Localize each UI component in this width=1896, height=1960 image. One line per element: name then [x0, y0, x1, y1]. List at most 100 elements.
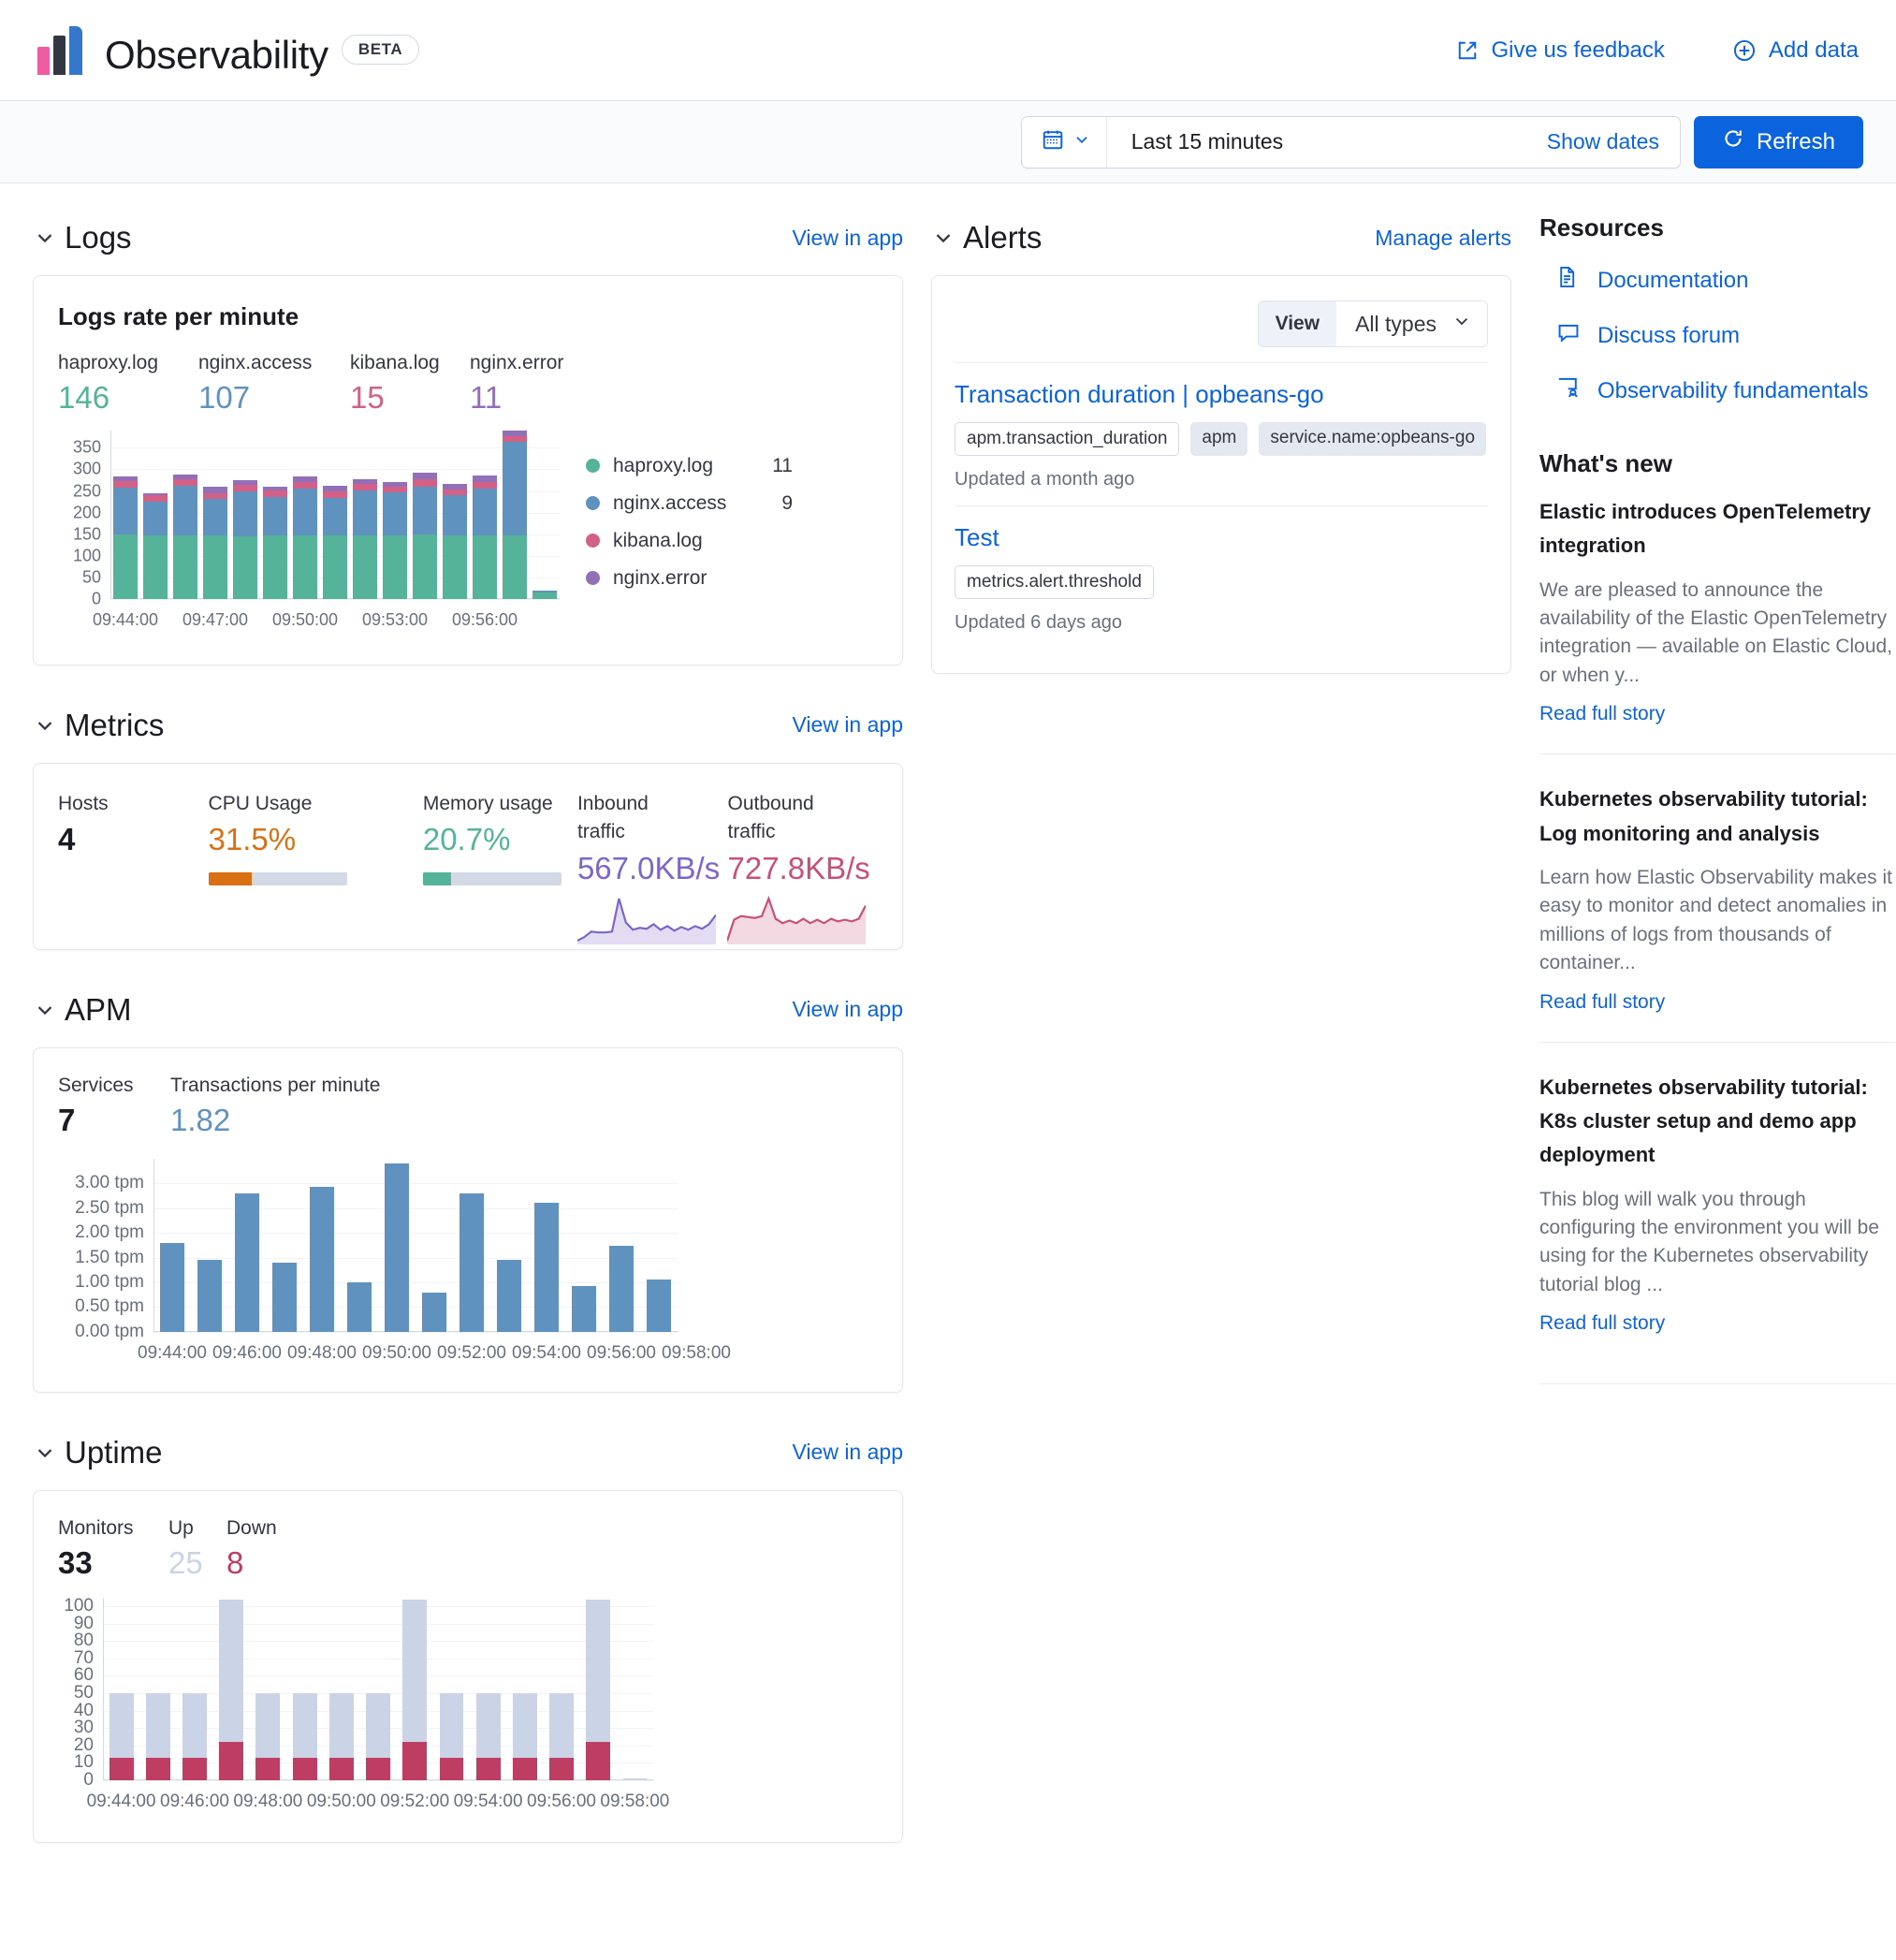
legend-item[interactable]: haproxy.log 11	[586, 447, 793, 485]
bar-slot[interactable]	[290, 431, 320, 599]
uptime-monitors-chart[interactable]: 0 10 20 30 40 50 60 70 80 90 100 09:44:00 09:46:00 0…	[58, 1596, 878, 1825]
bar-slot[interactable]	[490, 1159, 528, 1332]
bar-slot[interactable]	[191, 1159, 228, 1332]
bar-slot[interactable]	[506, 1598, 543, 1780]
read-full-story-link[interactable]: Read full story	[1539, 1312, 1666, 1335]
bar-slot[interactable]	[350, 431, 380, 599]
read-full-story-link[interactable]: Read full story	[1539, 703, 1666, 725]
logs-stat-label: haproxy.log	[58, 352, 159, 373]
alert-name-link[interactable]: Test	[955, 523, 999, 551]
bar-slot[interactable]	[286, 1598, 323, 1780]
x-axis-line	[153, 1330, 678, 1332]
bar-slot[interactable]	[250, 1598, 286, 1780]
read-full-story-link[interactable]: Read full story	[1539, 990, 1666, 1013]
refresh-button[interactable]: Refresh	[1693, 115, 1863, 168]
date-quick-select-button[interactable]	[1022, 116, 1107, 168]
bar-slot[interactable]	[153, 1159, 191, 1332]
add-data-link[interactable]: Add data	[1732, 37, 1859, 64]
apm-stats-row: Services 7 Transactions per minute 1.82	[58, 1075, 878, 1138]
legend-item[interactable]: kibana.log	[586, 522, 793, 560]
logs-view-in-app-link[interactable]: View in app	[792, 225, 904, 250]
bar-segment	[571, 1285, 597, 1332]
chevron-down-icon[interactable]	[33, 998, 65, 1022]
bar-slot[interactable]	[433, 1598, 470, 1780]
bar-slot[interactable]	[323, 1598, 359, 1780]
alert-tag: metrics.alert.threshold	[955, 565, 1154, 599]
bar-slot[interactable]	[453, 1159, 490, 1332]
bar-slot[interactable]	[397, 1598, 433, 1780]
y-axis-tick: 50	[73, 1682, 94, 1703]
logs-rate-chart[interactable]: 0 50 100 150 200 250 300 350 09:44:00 09:47:00 09…	[58, 430, 560, 640]
resource-link-discuss-forum[interactable]: Discuss forum	[1539, 314, 1895, 357]
time-range-input[interactable]: Last 15 minutes	[1130, 129, 1284, 154]
bar-slot[interactable]	[380, 431, 410, 599]
bar-slot[interactable]	[530, 431, 560, 599]
bar-slot[interactable]	[470, 431, 500, 599]
bar-slot[interactable]	[260, 431, 290, 599]
uptime-view-in-app-link[interactable]: View in app	[792, 1440, 904, 1465]
legend-item[interactable]: nginx.error	[586, 560, 793, 597]
y-axis-tick: 80	[73, 1631, 94, 1651]
bar-slot[interactable]	[500, 431, 530, 599]
bar-slot[interactable]	[110, 431, 140, 599]
show-dates-button[interactable]: Show dates	[1546, 129, 1659, 154]
whats-new-item-body: We are pleased to announce the availabil…	[1539, 578, 1893, 686]
bar-slot[interactable]	[603, 1159, 640, 1332]
bar-slot[interactable]	[640, 1159, 678, 1332]
legend-item[interactable]: nginx.access 9	[586, 485, 793, 522]
metric-cpu-label: CPU Usage	[208, 792, 313, 814]
chevron-down-icon[interactable]	[33, 1441, 65, 1465]
bar-slot[interactable]	[176, 1598, 212, 1780]
bar-slot[interactable]	[617, 1598, 653, 1780]
bar-slot[interactable]	[213, 1598, 250, 1780]
bar-slot[interactable]	[200, 431, 230, 599]
chevron-down-icon[interactable]	[931, 226, 963, 250]
bar-slot[interactable]	[139, 1598, 176, 1780]
bar-slot[interactable]	[140, 431, 170, 599]
bar-slot[interactable]	[378, 1159, 416, 1332]
manage-alerts-link[interactable]: Manage alerts	[1375, 225, 1511, 250]
bar-slot[interactable]	[170, 431, 200, 599]
bar-segment	[262, 496, 288, 536]
bar-slot[interactable]	[228, 1159, 266, 1332]
alerts-view-filter[interactable]: View All types	[1257, 300, 1488, 347]
apm-view-in-app-link[interactable]: View in app	[792, 997, 904, 1022]
metric-memory-value: 20.7%	[422, 822, 511, 857]
date-picker[interactable]: Last 15 minutes Show dates	[1020, 115, 1681, 168]
bar-slot[interactable]	[359, 1598, 396, 1780]
bar-slot[interactable]	[580, 1598, 617, 1780]
bar-slot[interactable]	[470, 1598, 506, 1780]
resource-link-observability-fundamentals[interactable]: Observability fundamentals	[1539, 370, 1895, 412]
resource-link-documentation[interactable]: Documentation	[1539, 259, 1895, 301]
apm-services-value: 7	[58, 1102, 76, 1137]
bar-slot[interactable]	[440, 431, 470, 599]
bar-slot[interactable]	[103, 1598, 139, 1780]
bar-segment	[112, 488, 139, 535]
bar-segment	[232, 536, 258, 599]
bar-slot[interactable]	[320, 431, 350, 599]
bar-slot[interactable]	[416, 1159, 453, 1332]
alerts-section-header: Alerts Manage alerts	[931, 213, 1511, 262]
y-axis-tick: 2.00 tpm	[75, 1222, 144, 1243]
apm-tpm-chart[interactable]: 0.00 tpm 0.50 tpm 1.00 tpm 1.50 tpm 2.00 tpm…	[58, 1158, 878, 1375]
chevron-down-icon[interactable]	[33, 226, 65, 250]
give-us-feedback-link[interactable]: Give us feedback	[1456, 37, 1665, 64]
alert-name-link[interactable]: Transaction duration | opbeans-go	[955, 380, 1324, 408]
metrics-view-in-app-link[interactable]: View in app	[792, 712, 904, 738]
bar-slot[interactable]	[341, 1159, 378, 1332]
bar-slot[interactable]	[543, 1598, 579, 1780]
bar-slot[interactable]	[266, 1159, 303, 1332]
add-data-label: Add data	[1768, 37, 1859, 63]
bar-slot[interactable]	[410, 431, 440, 599]
bar-slot[interactable]	[565, 1159, 603, 1332]
y-axis-tick: 10	[73, 1752, 94, 1773]
x-axis-tick: 09:50:00	[362, 1342, 431, 1363]
y-axis-tick: 40	[73, 1700, 94, 1720]
logs-stat: haproxy.log 146	[58, 352, 198, 416]
chevron-down-icon	[1451, 311, 1472, 337]
bar-slot[interactable]	[303, 1159, 341, 1332]
alerts-type-select[interactable]: All types	[1336, 301, 1487, 346]
chevron-down-icon[interactable]	[33, 713, 65, 738]
bar-slot[interactable]	[528, 1159, 565, 1332]
bar-slot[interactable]	[230, 431, 260, 599]
